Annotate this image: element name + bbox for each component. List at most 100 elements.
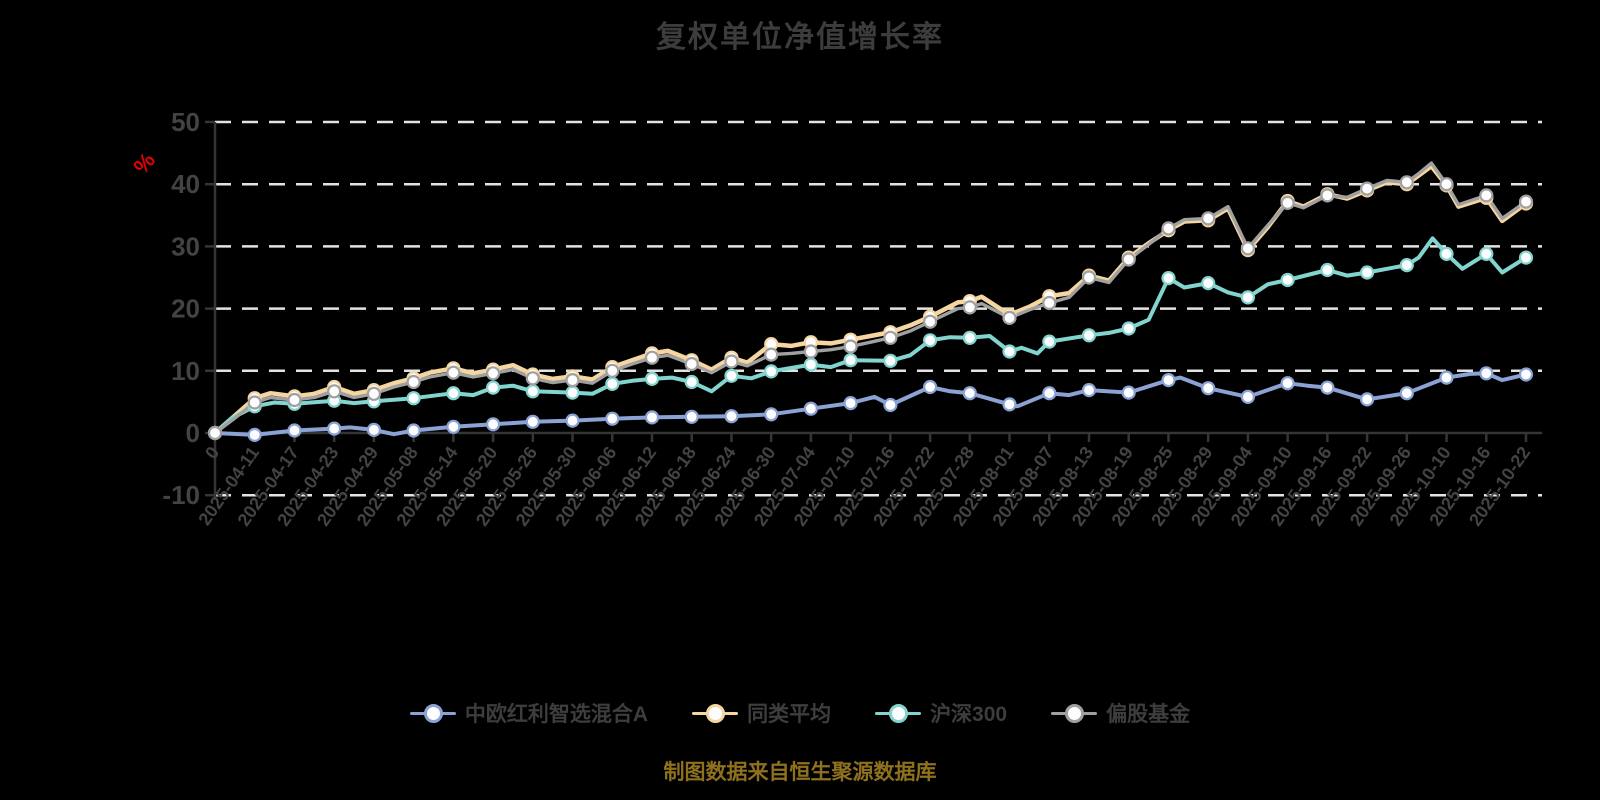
data-point-沪深300-2025-05-30	[565, 385, 580, 400]
data-point-中欧红利智选混合A-2025-07-16	[883, 397, 898, 413]
data-point-沪深300-2025-08-19	[1121, 321, 1136, 336]
data-point-偏股基金-2025-06-12	[644, 350, 660, 365]
data-point-中欧红利智选混合A-2025-07-04	[803, 401, 819, 416]
data-point-中欧红利智选混合A-2025-07-10	[843, 396, 858, 411]
data-point-沪深300-2025-07-10	[843, 353, 858, 368]
data-point-偏股基金-2025-06-24	[724, 354, 739, 369]
data-point-沪深300-2025-07-28	[962, 330, 977, 345]
data-point-沪深300-2025-05-26	[525, 384, 540, 399]
data-point-中欧红利智选混合A-2025-04-23	[327, 421, 342, 436]
y-tick-label-0: 0	[186, 418, 200, 448]
data-point-偏股基金-2025-08-19	[1121, 252, 1136, 267]
data-point-偏股基金-2025-04-17	[287, 392, 302, 408]
data-point-偏股基金-2025-07-28	[962, 300, 977, 315]
data-point-中欧红利智选混合A-2025-05-14	[446, 419, 461, 434]
data-point-偏股基金-2025-05-26	[525, 371, 540, 386]
data-point-中欧红利智选混合A-2025-06-12	[644, 410, 660, 425]
data-point-偏股基金-2025-04-11	[247, 395, 262, 410]
data-point-中欧红利智选混合A-2025-06-30	[764, 407, 779, 422]
data-point-中欧红利智选混合A-2025-08-29	[1201, 381, 1216, 396]
data-point-偏股基金-2025-06-06	[605, 363, 620, 378]
legend-line-circle-icon	[409, 703, 456, 723]
data-point-沪深300-2025-07-04	[803, 357, 819, 372]
data-point-偏股基金-2025-07-16	[883, 330, 898, 345]
x-tick-label-0: 0	[201, 443, 223, 463]
data-point-中欧红利智选混合A-2025-09-16	[1320, 380, 1335, 395]
data-point-中欧红利智选混合A-2025-04-29	[366, 422, 381, 437]
data-point-中欧红利智选混合A-2025-06-24	[724, 409, 739, 424]
y-tick-label-50: 50	[171, 107, 200, 137]
legend-item-偏股基金[interactable]: 偏股基金	[1051, 698, 1190, 728]
data-point-沪深300-2025-05-08	[406, 391, 421, 406]
data-point-沪深300-2025-07-16	[883, 353, 898, 368]
data-point-偏股基金-2025-08-29	[1201, 211, 1216, 226]
data-point-中欧红利智选混合A-2025-06-06	[605, 411, 620, 426]
data-point-偏股基金-2025-05-08	[406, 374, 421, 390]
data-point-沪深300-2025-10-16	[1479, 246, 1494, 261]
legend-item-沪深300[interactable]: 沪深300	[875, 698, 1007, 728]
data-point-中欧红利智选混合A-2025-06-18	[684, 409, 699, 424]
data-point-沪深300-2025-06-24	[724, 368, 739, 383]
data-point-中欧红利智选混合A-2025-08-01	[1002, 397, 1017, 412]
data-point-中欧红利智选混合A-2025-04-17	[287, 423, 302, 438]
data-point-沪深300-2025-06-18	[684, 374, 699, 390]
data-point-偏股基金-2025-05-30	[565, 373, 580, 388]
data-point-偏股基金-2025-10-10	[1439, 177, 1454, 192]
y-tick-label-30: 30	[171, 231, 200, 261]
data-point-中欧红利智选混合A-2025-05-30	[565, 413, 580, 428]
legend-item-中欧红利智选混合A[interactable]: 中欧红利智选混合A	[409, 698, 649, 728]
data-point-偏股基金-2025-09-22	[1359, 181, 1375, 196]
data-point-中欧红利智选混合A-2025-04-11	[247, 427, 262, 442]
data-point-沪深300-2025-09-26	[1399, 258, 1414, 273]
data-point-偏股基金-2025-06-30	[764, 347, 779, 362]
data-point-沪深300-2025-08-01	[1002, 344, 1017, 359]
legend-line-circle-icon	[875, 703, 922, 723]
legend-label: 中欧红利智选混合A	[464, 703, 649, 726]
data-point-沪深300-2025-09-10	[1280, 272, 1295, 288]
data-point-中欧红利智选混合A-2025-07-28	[962, 386, 977, 401]
data-point-中欧红利智选混合A-2025-07-22	[922, 379, 938, 395]
data-point-偏股基金-2025-09-26	[1399, 175, 1414, 190]
data-point-沪深300-2025-08-07	[1042, 334, 1057, 349]
data-point-偏股基金-2025-09-04	[1240, 241, 1256, 256]
data-point-偏股基金-2025-09-16	[1320, 188, 1335, 203]
data-point-沪深300-2025-06-30	[764, 364, 779, 379]
legend-line-circle-icon	[1051, 703, 1098, 723]
series-line-沪深300	[213, 236, 1528, 435]
data-point-中欧红利智选混合A-2025-08-25	[1161, 373, 1176, 388]
data-point-中欧红利智选混合A-2025-10-22	[1518, 367, 1534, 382]
data-point-沪深300-2025-06-06	[605, 376, 620, 391]
data-point-沪深300-2025-08-25	[1161, 271, 1176, 286]
legend-label: 同类平均	[747, 703, 832, 726]
data-point-偏股基金-2025-08-25	[1161, 221, 1176, 236]
data-point-沪深300-2025-07-22	[922, 333, 938, 348]
data-point-偏股基金-2025-08-13	[1081, 270, 1097, 285]
data-point-偏股基金-2025-08-01	[1002, 310, 1017, 325]
data-point-沪深300-2025-09-16	[1320, 262, 1335, 278]
data-point-沪深300-2025-06-12	[644, 371, 660, 386]
data-point-中欧红利智选混合A-2025-08-07	[1042, 386, 1057, 401]
data-point-沪深300-2025-09-04	[1240, 290, 1256, 305]
data-point-偏股基金-2025-08-07	[1042, 295, 1057, 311]
legend-item-同类平均[interactable]: 同类平均	[692, 698, 831, 728]
y-tick-label-20: 20	[171, 294, 200, 324]
data-point-偏股基金-2025-05-20	[486, 366, 501, 381]
y-tick-label--10: -10	[162, 480, 200, 510]
data-point-中欧红利智选混合A-2025-08-19	[1121, 385, 1136, 400]
data-point-偏股基金-2025-05-14	[446, 365, 461, 380]
series-line-中欧红利智选混合A	[213, 371, 1528, 437]
data-source-note: 制图数据来自恒生聚源数据库	[663, 761, 937, 784]
data-point-偏股基金-2025-07-04	[803, 344, 819, 359]
data-point-偏股基金-2025-06-18	[684, 356, 699, 372]
data-point-中欧红利智选混合A-2025-05-26	[525, 414, 540, 429]
data-point-中欧红利智选混合A-2025-08-13	[1081, 383, 1097, 398]
data-point-偏股基金-2025-09-10	[1280, 195, 1295, 210]
data-point-中欧红利智选混合A-2025-05-20	[486, 417, 501, 432]
legend-label: 偏股基金	[1106, 703, 1191, 726]
data-point-中欧红利智选混合A-2025-10-10	[1439, 370, 1454, 385]
data-point-偏股基金-2025-07-10	[843, 339, 858, 354]
data-point-偏股基金-2025-04-23	[327, 384, 342, 399]
data-point-中欧红利智选混合A-2025-05-08	[406, 423, 421, 438]
data-point-偏股基金-2025-10-22	[1518, 194, 1534, 209]
